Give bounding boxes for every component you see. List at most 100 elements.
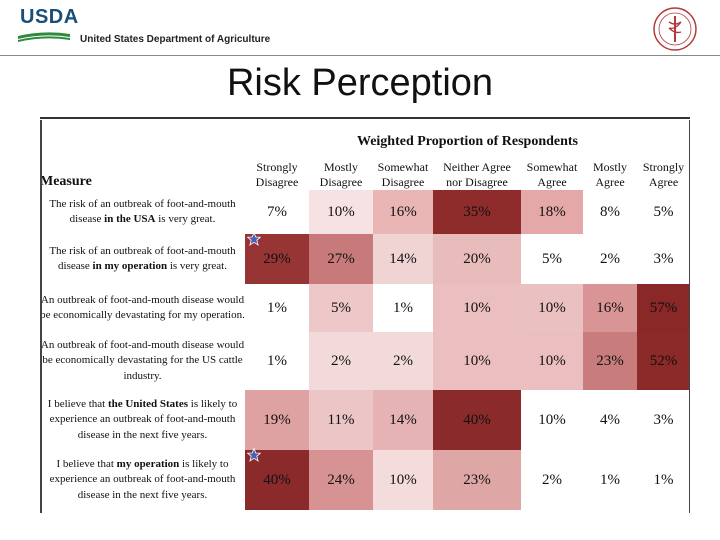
- star-icon: [247, 232, 261, 246]
- column-header: Somewhat Disagree: [373, 150, 433, 190]
- column-header-line2: Disagree: [381, 175, 425, 189]
- table-row: I believe that my operation is likely to…: [40, 448, 690, 510]
- column-header-line1: Strongly: [256, 160, 298, 174]
- value-cell: 23%: [433, 450, 521, 510]
- value-cell: 10%: [521, 390, 583, 450]
- page-title: Risk Perception: [226, 62, 494, 104]
- percent-value: 14%: [389, 250, 417, 267]
- value-cell: 10%: [373, 450, 433, 510]
- statement-emphasis: my operation: [116, 457, 180, 470]
- measure-statement: The risk of an outbreak of foot-and-mout…: [40, 234, 245, 284]
- column-header-line2: nor Disagree: [446, 175, 508, 189]
- value-cell: 4%: [583, 390, 637, 450]
- percent-value: 40%: [263, 471, 291, 488]
- percent-value: 23%: [463, 471, 491, 488]
- value-cell: 1%: [583, 450, 637, 510]
- value-cell: 2%: [583, 234, 637, 284]
- value-cell: 7%: [245, 190, 309, 234]
- page-header: USDA United States Department of Agricul…: [0, 0, 720, 56]
- usda-swoosh-icon: [18, 32, 70, 42]
- usda-logo-text: USDA: [20, 6, 79, 28]
- percent-value: 2%: [331, 352, 351, 369]
- percent-value: 1%: [600, 471, 620, 488]
- statement-emphasis: the United States: [107, 397, 189, 410]
- table-right-border: [689, 120, 690, 513]
- value-cell: 2%: [309, 332, 373, 390]
- value-cell: 40%: [245, 448, 309, 510]
- group-header: Weighted Proportion of Respondents: [356, 134, 579, 149]
- percent-value: 16%: [389, 203, 417, 220]
- percent-value: 16%: [596, 299, 624, 316]
- percent-value: 1%: [267, 299, 287, 316]
- risk-perception-table: Weighted Proportion of Respondents Measu…: [40, 120, 690, 510]
- measure-statement: I believe that the United States is like…: [40, 390, 245, 450]
- percent-value: 10%: [538, 352, 566, 369]
- value-cell: 8%: [583, 190, 637, 234]
- value-cell: 16%: [373, 190, 433, 234]
- column-header-line1: Strongly: [642, 160, 685, 174]
- value-cell: 20%: [433, 234, 521, 284]
- table-row: I believe that the United States is like…: [40, 390, 690, 450]
- statement-text: is very great.: [155, 213, 216, 225]
- column-header-line2: Agree: [595, 175, 625, 189]
- percent-value: 3%: [653, 250, 674, 267]
- percent-value: 10%: [538, 299, 566, 316]
- measure-statement: The risk of an outbreak of foot-and-mout…: [40, 190, 245, 234]
- column-header-line2: Disagree: [319, 175, 363, 189]
- percent-value: 19%: [263, 411, 291, 428]
- column-header-line1: Neither Agree: [443, 160, 511, 174]
- value-cell: 52%: [637, 332, 690, 390]
- percent-value: 11%: [327, 411, 355, 428]
- value-cell: 2%: [373, 332, 433, 390]
- veterinary-seal-icon: [653, 7, 697, 51]
- value-cell: 3%: [637, 234, 690, 284]
- title-divider: [40, 117, 690, 119]
- percent-value: 1%: [267, 352, 287, 369]
- percent-value: 40%: [463, 411, 491, 428]
- percent-value: 29%: [263, 250, 291, 267]
- column-header: Somewhat Agree: [521, 150, 583, 190]
- percent-value: 5%: [653, 203, 674, 220]
- table-row: The risk of an outbreak of foot-and-mout…: [40, 190, 690, 234]
- value-cell: 11%: [309, 390, 373, 450]
- column-header-line1: Somewhat: [526, 160, 578, 174]
- percent-value: 52%: [649, 352, 678, 369]
- value-cell: 23%: [583, 332, 637, 390]
- statement-emphasis: in the USA: [104, 213, 156, 225]
- star-icon: [247, 448, 261, 462]
- percent-value: 7%: [267, 203, 287, 220]
- percent-value: 2%: [393, 352, 413, 369]
- table-left-border: [40, 120, 42, 513]
- statement-text: is likely to experience an outbreak of f…: [49, 457, 236, 501]
- percent-value: 27%: [327, 250, 355, 267]
- value-cell: 5%: [637, 190, 690, 234]
- value-cell: 19%: [245, 390, 309, 450]
- measure-statement: I believe that my operation is likely to…: [40, 450, 245, 510]
- statement-text: The risk of an outbreak of foot-and-mout…: [49, 197, 236, 226]
- statement-text: I believe that: [56, 457, 117, 470]
- column-header-line1: Somewhat: [377, 160, 429, 174]
- value-cell: 1%: [245, 284, 309, 332]
- value-cell: 14%: [373, 234, 433, 284]
- percent-value: 4%: [600, 411, 620, 428]
- measure-statement: An outbreak of foot-and-mouth disease wo…: [40, 332, 245, 390]
- value-cell: 40%: [433, 390, 521, 450]
- percent-value: 1%: [393, 299, 413, 316]
- column-header: Mostly Disagree: [309, 150, 373, 190]
- statement-text: I believe that: [47, 397, 108, 410]
- value-cell: 1%: [245, 332, 309, 390]
- department-name: United States Department of Agriculture: [80, 34, 271, 45]
- percent-value: 20%: [463, 250, 491, 267]
- column-header-line2: Disagree: [255, 175, 299, 189]
- value-cell: 10%: [309, 190, 373, 234]
- percent-value: 2%: [542, 471, 562, 488]
- value-cell: 10%: [521, 332, 583, 390]
- percent-value: 5%: [542, 250, 562, 267]
- percent-value: 10%: [463, 299, 491, 316]
- value-cell: 3%: [637, 390, 690, 450]
- percent-value: 3%: [653, 411, 674, 428]
- value-cell: 10%: [433, 284, 521, 332]
- value-cell: 35%: [433, 190, 521, 234]
- value-cell: 1%: [637, 450, 690, 510]
- percent-value: 8%: [600, 203, 620, 220]
